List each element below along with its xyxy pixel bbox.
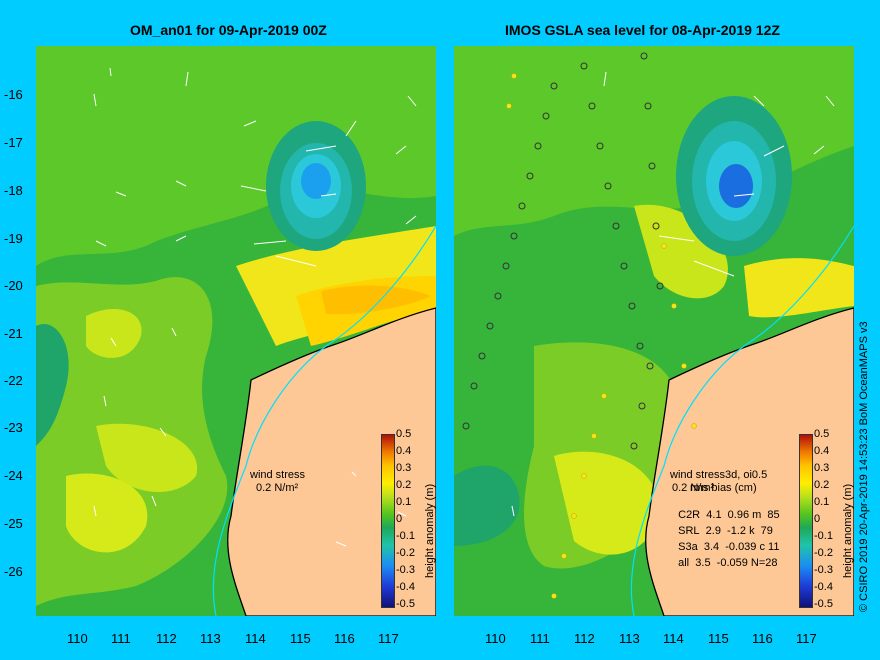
stats-row-s3a: S3a 3.4 -0.039 c 11 xyxy=(672,529,779,553)
cbar-tick: -0.5 xyxy=(814,598,833,610)
right-overlay-scale: 0.2 N/m² xyxy=(672,482,715,494)
stats-vals: 2.9 -1.2 k 79 xyxy=(705,525,773,537)
right-map xyxy=(454,46,854,616)
cbar-tick: -0.2 xyxy=(814,547,833,559)
left-map xyxy=(36,46,436,616)
cbar-tick: -0.4 xyxy=(396,581,415,593)
stats-vals: 3.5 -0.059 N=28 xyxy=(695,557,778,569)
left-colorbar-label: height anomaly (m) xyxy=(424,483,436,578)
cbar-tick: 0.2 xyxy=(814,479,830,491)
cbar-tick: 0.5 xyxy=(814,428,830,440)
left-title: OM_an01 for 09-Apr-2019 00Z xyxy=(130,22,327,38)
cbar-tick: 0.3 xyxy=(396,462,412,474)
stats-sat: SRL xyxy=(678,525,700,537)
lat-tick: -26 xyxy=(4,564,23,579)
lat-tick: -19 xyxy=(4,231,23,246)
lon-tick: 113 xyxy=(619,631,640,646)
left-colorbar xyxy=(381,434,395,608)
cbar-tick: -0.1 xyxy=(396,530,415,542)
stats-vals: 4.1 0.96 m 85 xyxy=(706,509,780,521)
stats-vals: 3.4 -0.039 c 11 xyxy=(703,541,780,553)
cbar-tick: -0.3 xyxy=(814,564,833,576)
right-title: IMOS GSLA sea level for 08-Apr-2019 12Z xyxy=(505,22,780,38)
right-map-panel xyxy=(454,46,854,616)
lon-tick: 114 xyxy=(663,631,684,646)
cbar-tick: 0 xyxy=(814,513,821,525)
stats-sat: all xyxy=(678,557,690,569)
lon-tick: 117 xyxy=(796,631,817,646)
cbar-tick: 0.5 xyxy=(396,428,412,440)
lat-tick: -18 xyxy=(4,183,23,198)
cbar-tick: -0.5 xyxy=(396,598,415,610)
lat-tick: -22 xyxy=(4,373,23,388)
stats-row-srl: SRL 2.9 -1.2 k 79 xyxy=(672,513,773,537)
lon-tick: 111 xyxy=(111,631,131,646)
cbar-tick: 0.4 xyxy=(396,445,412,457)
lon-tick: 113 xyxy=(200,631,221,646)
lat-tick: -25 xyxy=(4,516,23,531)
lon-tick: 116 xyxy=(752,631,773,646)
lat-tick: -21 xyxy=(4,326,23,341)
lon-tick: 110 xyxy=(67,631,88,646)
cbar-tick: -0.2 xyxy=(396,547,415,559)
cbar-tick: -0.1 xyxy=(814,530,833,542)
lat-tick: -17 xyxy=(4,135,23,150)
lon-tick: 112 xyxy=(574,631,595,646)
lon-tick: 110 xyxy=(485,631,506,646)
lat-tick: -24 xyxy=(4,468,23,483)
cbar-tick: 0.1 xyxy=(814,496,830,508)
right-colorbar-label: height anomaly (m) xyxy=(842,483,854,578)
cbar-tick: -0.4 xyxy=(814,581,833,593)
cbar-tick: 0.3 xyxy=(814,462,830,474)
stats-sat: C2R xyxy=(678,509,701,521)
lon-tick: 114 xyxy=(245,631,266,646)
cbar-tick: 0.4 xyxy=(814,445,830,457)
stats-row-all: all 3.5 -0.059 N=28 xyxy=(672,545,778,569)
stats-sat: S3a xyxy=(678,541,698,553)
right-overlay-title: wind stress3d, oi0.5 xyxy=(670,469,768,481)
lat-tick: -20 xyxy=(4,278,23,293)
left-map-panel xyxy=(36,46,436,616)
lon-tick: 117 xyxy=(378,631,399,646)
right-colorbar xyxy=(799,434,813,608)
lat-tick: -23 xyxy=(4,420,23,435)
right-stats-header: rms bias (cm) xyxy=(690,482,757,494)
credit-text: © CSIRO 2019 20-Apr-2019 14:53:23 BoM Oc… xyxy=(858,321,870,612)
cbar-tick: 0 xyxy=(396,513,403,525)
lon-tick: 116 xyxy=(334,631,355,646)
lon-tick: 115 xyxy=(708,631,729,646)
lon-tick: 111 xyxy=(530,631,550,646)
cbar-tick: 0.2 xyxy=(396,479,412,491)
left-wind-scale: 0.2 N/m² xyxy=(256,482,299,494)
lon-tick: 112 xyxy=(156,631,177,646)
left-wind-label: wind stress xyxy=(250,469,306,481)
cbar-tick: -0.3 xyxy=(396,564,415,576)
cbar-tick: 0.1 xyxy=(396,496,412,508)
stats-row-c2r: C2R 4.1 0.96 m 85 xyxy=(672,497,780,521)
lon-tick: 115 xyxy=(290,631,311,646)
lat-tick: -16 xyxy=(4,87,23,102)
